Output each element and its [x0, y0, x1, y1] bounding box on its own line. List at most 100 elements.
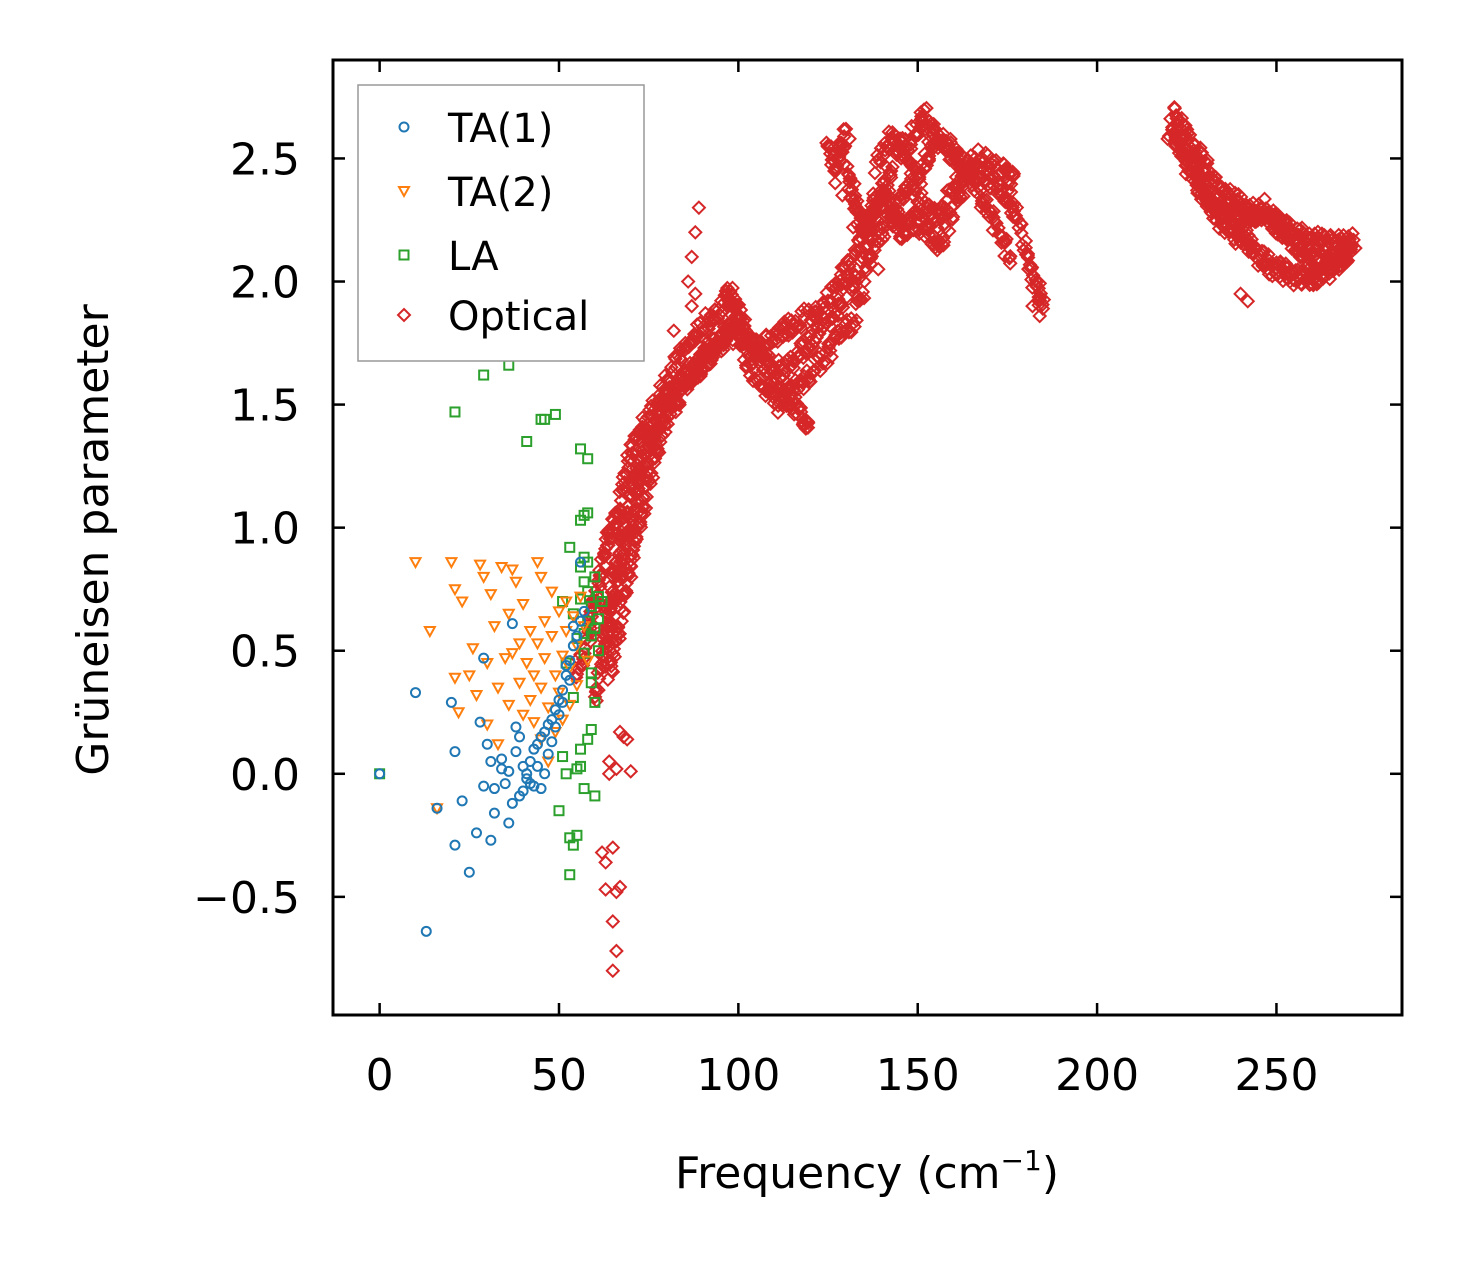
optical-point	[625, 446, 641, 461]
optical-point	[610, 625, 626, 641]
ta1-point	[478, 780, 490, 792]
la-point	[582, 453, 594, 465]
optical-point	[649, 437, 665, 453]
ta2-point	[530, 638, 545, 651]
ta2-point	[455, 596, 469, 609]
optical-point	[706, 339, 721, 355]
optical-point	[879, 139, 895, 154]
y-tick-label: −0.5	[193, 873, 300, 924]
optical-point	[644, 416, 660, 432]
optical-point	[1036, 292, 1052, 308]
optical-point	[623, 569, 639, 585]
optical-point	[964, 169, 980, 185]
optical-point	[673, 343, 689, 358]
la-point	[564, 541, 576, 553]
optical-point	[856, 290, 872, 306]
optical-point	[605, 963, 621, 979]
ta2-point	[487, 621, 502, 634]
ta2-point	[555, 650, 570, 663]
ta2-point	[534, 571, 548, 584]
optical-point	[625, 488, 640, 504]
legend-marker-ta2	[397, 186, 411, 199]
optical-point	[605, 634, 621, 650]
optical-point	[997, 233, 1013, 249]
la-point	[589, 696, 601, 708]
optical-point	[822, 343, 838, 358]
optical-point	[1346, 232, 1361, 248]
optical-point	[796, 375, 812, 390]
ta1-point	[553, 709, 565, 721]
x-tick-label: 200	[1055, 1050, 1139, 1101]
optical-point	[632, 424, 647, 440]
optical-point	[831, 151, 847, 166]
ta1-point	[488, 807, 500, 819]
optical-point	[1173, 129, 1188, 145]
optical-point	[852, 203, 867, 219]
optical-point	[715, 303, 730, 319]
optical-point	[717, 332, 733, 348]
ta1-point	[575, 556, 587, 568]
optical-point	[1032, 308, 1048, 324]
la-point	[549, 408, 561, 420]
optical-point	[632, 517, 648, 532]
la-point	[578, 627, 590, 639]
optical-point	[859, 225, 875, 241]
optical-point	[684, 298, 700, 314]
optical-point	[1006, 168, 1021, 184]
optical-point	[876, 229, 892, 245]
ta2-point	[559, 596, 573, 609]
ta1-point	[567, 620, 579, 632]
la-point	[585, 723, 597, 735]
la-point	[539, 413, 551, 425]
optical-point	[619, 447, 635, 463]
optical-point	[684, 249, 700, 265]
ta1-point	[496, 763, 508, 775]
optical-point	[1239, 222, 1255, 238]
optical-point	[610, 573, 626, 589]
ta1-point	[549, 721, 561, 733]
ta1-point	[571, 630, 583, 642]
ta2-point	[548, 726, 563, 740]
optical-point	[687, 286, 703, 302]
optical-point	[568, 669, 584, 685]
optical-point	[608, 559, 624, 575]
la-point	[553, 805, 565, 817]
optical-point	[730, 316, 745, 332]
ta2-point	[491, 739, 505, 752]
ta2-point	[537, 653, 552, 666]
optical-point	[846, 315, 861, 331]
ta2-point	[516, 598, 530, 612]
optical-point	[671, 395, 687, 410]
ta1-point	[420, 925, 432, 937]
optical-point	[1218, 199, 1234, 215]
y-axis-label: Grüneisen parameter	[68, 303, 119, 775]
optical-point	[761, 347, 777, 363]
ta2-point	[580, 655, 595, 668]
ta2-point	[559, 626, 573, 639]
optical-point	[837, 324, 853, 340]
x-tick-label: 150	[876, 1050, 960, 1101]
optical-point	[643, 465, 659, 481]
la-point	[585, 600, 597, 612]
optical-point	[806, 364, 822, 380]
ta2-point	[484, 589, 498, 602]
optical-point	[659, 372, 675, 388]
ta1-point	[478, 652, 490, 664]
optical-point	[800, 414, 816, 430]
optical-point	[614, 528, 630, 544]
optical-point	[835, 299, 851, 315]
optical-point	[1029, 274, 1045, 290]
optical-point	[1002, 255, 1018, 271]
optical-point	[1182, 127, 1198, 143]
optical-point	[1240, 293, 1256, 309]
optical-point	[688, 330, 704, 346]
optical-point	[641, 473, 657, 489]
ta2-point	[466, 643, 480, 656]
optical-point	[971, 179, 987, 195]
optical-point	[608, 761, 624, 777]
optical-point	[1011, 220, 1027, 236]
ta2-point	[494, 562, 509, 575]
ta2-point	[476, 571, 491, 584]
optical-point	[815, 319, 831, 335]
